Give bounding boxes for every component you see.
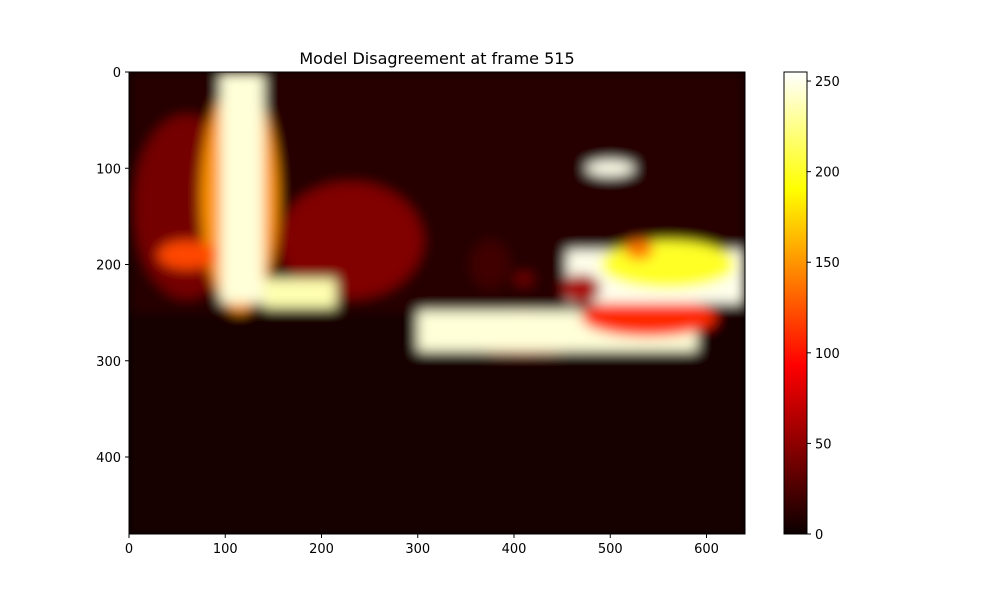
colorbar: 0 50 100 150 200 250 [783,71,840,543]
colorbar-tick-label: 0 [815,528,823,543]
heatmap-region [600,240,736,289]
x-tick-label: 400 [502,542,527,557]
chart-title: Model Disagreement at frame 515 [299,49,574,68]
x-tick-label: 0 [125,542,133,557]
y-tick-label: 400 [96,451,121,466]
colorbar-tick-label: 200 [815,166,840,181]
colorbar-tick-label: 50 [815,437,832,452]
x-tick-label: 300 [405,542,430,557]
plot-frame [128,71,746,535]
colorbar-tick-label: 100 [815,347,840,362]
colorbar-gradient [783,71,808,535]
y-tick-label: 0 [113,66,121,81]
heatmap-region [581,298,717,337]
heatmap-image [129,72,745,534]
heatmap-region [586,160,635,176]
y-tick-label: 100 [96,162,121,177]
heatmap-region [624,240,654,260]
heatmap-region [470,240,510,289]
x-tick-label: 600 [694,542,719,557]
x-tick-label: 500 [598,542,623,557]
x-axis: 0 100 200 300 400 500 600 [125,534,719,557]
colorbar-tick-label: 150 [815,256,840,271]
heatmap-region [263,278,336,308]
y-tick-label: 200 [96,259,121,274]
y-axis: 0 100 200 300 400 [96,66,129,466]
heatmap-region [514,273,534,285]
heatmap-region [562,274,601,303]
x-tick-label: 100 [213,542,238,557]
heatmap-region [157,240,216,270]
heatmap-region [278,182,423,299]
colorbar-tick-label: 250 [815,75,840,90]
heatmap-region [220,72,264,303]
y-tick-label: 300 [96,355,121,370]
x-tick-label: 200 [309,542,334,557]
